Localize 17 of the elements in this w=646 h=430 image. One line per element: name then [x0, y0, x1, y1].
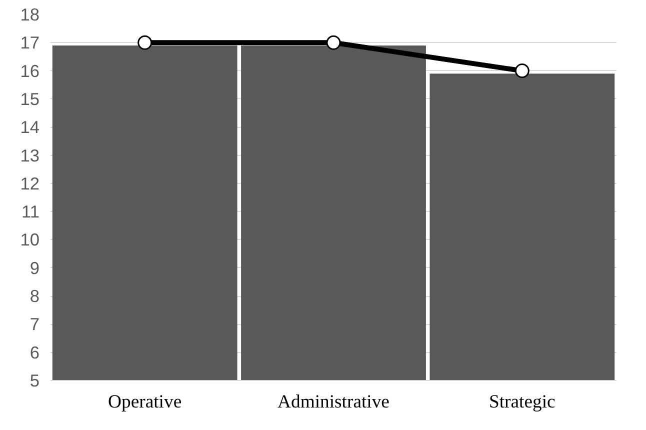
y-tick-label: 12 [20, 173, 40, 194]
y-tick-label: 18 [20, 4, 40, 24]
y-tick-label: 13 [20, 145, 40, 166]
y-tick-label: 11 [22, 202, 40, 222]
y-tick-label: 17 [20, 32, 40, 53]
y-tick-label: 14 [20, 117, 40, 138]
y-tick-label: 15 [20, 88, 40, 109]
y-tick-label: 9 [30, 258, 40, 278]
y-tick-label: 10 [20, 230, 40, 250]
x-tick-label: Strategic [489, 392, 556, 412]
y-tick-label: 8 [30, 286, 40, 306]
y-tick-label: 7 [30, 314, 40, 334]
y-tick-label: 5 [30, 370, 40, 390]
y-tick-label: 6 [30, 342, 40, 362]
x-tick-label: Operative [108, 392, 182, 412]
y-tick-label: 16 [20, 60, 40, 81]
x-tick-label: Administrative [278, 392, 390, 412]
